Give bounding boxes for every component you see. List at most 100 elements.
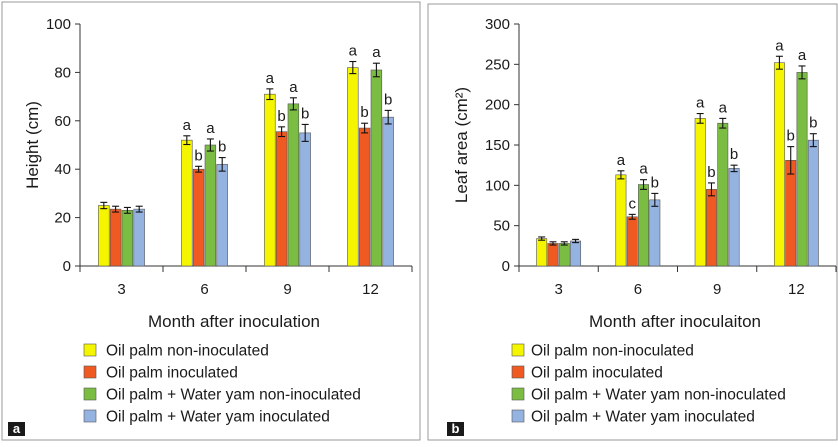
y-tick-label: 150 [485, 137, 510, 154]
significance-label: b [707, 164, 715, 181]
significance-label: b [360, 104, 368, 121]
legend-entry: Oil palm non-inoculated [106, 343, 269, 360]
legend-swatch [83, 409, 97, 423]
significance-label: b [277, 108, 285, 125]
bar [347, 67, 359, 267]
x-tick-label: 3 [117, 281, 125, 298]
significance-label: a [775, 37, 784, 54]
significance-label: b [809, 115, 817, 132]
bar [98, 205, 110, 267]
y-tick-label: 250 [485, 56, 510, 73]
x-tick-label: 6 [200, 281, 208, 298]
panel-border [427, 3, 838, 441]
y-tick-label: 80 [54, 64, 71, 81]
bar [717, 122, 729, 267]
bar [275, 131, 288, 267]
y-axis-title: Leaf area (cm²) [452, 87, 471, 203]
bar [192, 168, 205, 267]
y-tick-label: 100 [46, 16, 71, 33]
x-tick-label: 3 [554, 281, 562, 298]
bar [728, 168, 740, 267]
significance-label: a [617, 152, 626, 169]
bar [299, 132, 311, 267]
significance-label: a [719, 99, 728, 116]
y-tick-label: 0 [502, 258, 510, 275]
significance-label: a [798, 47, 807, 64]
significance-label: a [696, 95, 705, 112]
bar [287, 103, 300, 267]
legend-entry: Oil palm non-inoculated [531, 343, 694, 360]
x-axis-title: Month after inoculaiton [589, 312, 761, 331]
bar [181, 139, 193, 267]
legend-entry: Oil palm + Water yam inoculated [106, 409, 330, 426]
bar [558, 243, 570, 267]
bar [706, 189, 717, 267]
panel-border [1, 1, 421, 441]
significance-label: a [349, 43, 358, 60]
panel-tag-box [447, 422, 464, 436]
significance-label: a [372, 44, 381, 61]
legend-swatch [83, 387, 97, 401]
bar [133, 208, 145, 267]
significance-label: a [639, 161, 648, 178]
significance-label: b [384, 91, 392, 108]
legend-swatch [511, 387, 525, 401]
bar [773, 62, 785, 267]
legend-swatch [511, 343, 525, 357]
bar [796, 72, 808, 267]
bar [216, 164, 228, 267]
bar [264, 93, 276, 267]
significance-label: b [730, 146, 738, 163]
y-tick-label: 200 [485, 97, 510, 114]
legend-entry: Oil palm + Water yam non-inoculated [106, 387, 361, 404]
bar [382, 116, 394, 267]
y-tick-label: 50 [493, 218, 510, 235]
y-tick-label: 20 [54, 210, 71, 227]
legend-entry: Oil palm + Water yam non-inoculated [531, 387, 786, 404]
x-tick-label: 12 [788, 281, 805, 298]
significance-label: b [301, 105, 309, 122]
significance-label: b [787, 128, 795, 145]
legend-swatch [83, 365, 97, 379]
bar [370, 69, 383, 267]
legend-entry: Oil palm inoculated [106, 365, 238, 382]
panel-tag-box [8, 422, 25, 436]
x-tick-label: 9 [283, 281, 291, 298]
significance-label: b [194, 147, 202, 164]
y-axis-title: Height (cm) [23, 101, 42, 189]
legend-swatch [511, 409, 525, 423]
bar [358, 127, 371, 267]
y-tick-label: 60 [54, 113, 71, 130]
significance-label: a [266, 70, 275, 87]
panel-tag-label: a [13, 421, 21, 436]
bar [638, 184, 649, 267]
significance-label: c [628, 195, 636, 212]
bar [547, 243, 559, 267]
significance-label: b [218, 139, 226, 156]
significance-label: a [183, 117, 192, 134]
x-tick-label: 9 [713, 281, 721, 298]
bar [121, 210, 134, 267]
bar [536, 238, 548, 267]
bar [626, 216, 638, 267]
y-tick-label: 300 [485, 16, 510, 33]
bar [615, 174, 627, 267]
bar [649, 199, 661, 267]
y-tick-label: 100 [485, 177, 510, 194]
legend-swatch [83, 343, 97, 357]
significance-label: a [289, 79, 298, 96]
significance-label: b [651, 174, 659, 191]
bar [694, 118, 706, 267]
bar [109, 208, 122, 267]
x-tick-label: 6 [634, 281, 642, 298]
x-tick-label: 12 [362, 281, 379, 298]
bar [204, 144, 217, 267]
significance-label: a [206, 120, 215, 137]
bar [785, 160, 797, 267]
y-tick-label: 40 [54, 161, 71, 178]
bar [570, 240, 582, 267]
